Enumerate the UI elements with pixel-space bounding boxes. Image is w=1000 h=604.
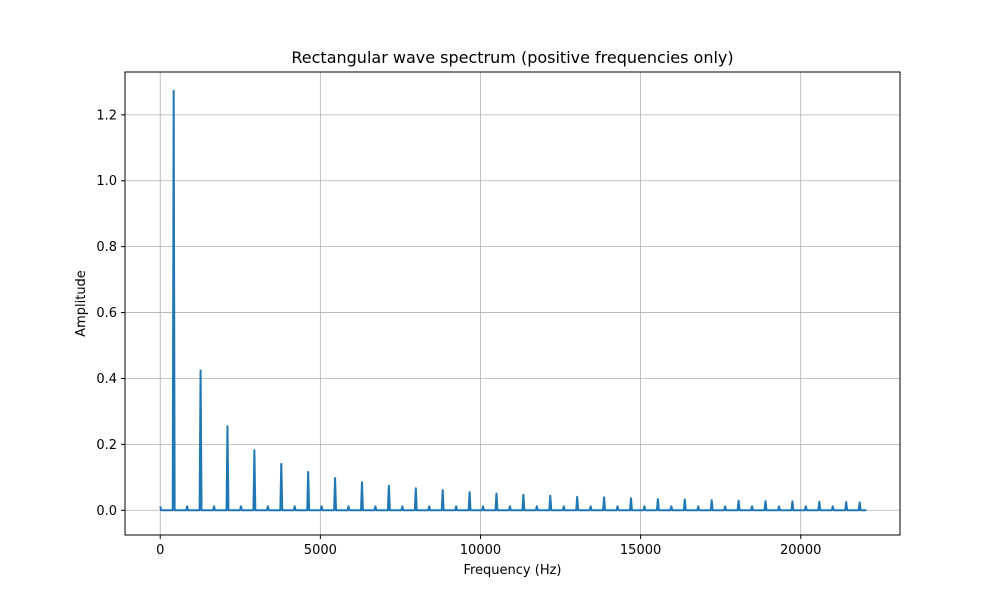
x-tick-label: 15000 bbox=[620, 543, 661, 558]
y-tick-label: 0.0 bbox=[96, 504, 117, 519]
y-tick-label: 0.4 bbox=[96, 372, 117, 387]
spectrum-plot bbox=[159, 89, 867, 512]
y-tick-label: 0.6 bbox=[96, 306, 117, 321]
y-tick-label: 1.2 bbox=[96, 108, 117, 123]
y-axis-label: Amplitude bbox=[74, 270, 89, 337]
x-tick-label: 10000 bbox=[460, 543, 501, 558]
grid-lines bbox=[125, 72, 900, 535]
y-tick-label: 1.0 bbox=[96, 174, 117, 189]
axes-frame bbox=[124, 71, 901, 536]
y-tick-label: 0.8 bbox=[96, 240, 117, 255]
y-tick-label: 0.2 bbox=[96, 438, 117, 453]
x-tick-label: 5000 bbox=[304, 543, 337, 558]
chart-title: Rectangular wave spectrum (positive freq… bbox=[291, 48, 733, 67]
x-axis-label: Frequency (Hz) bbox=[463, 563, 561, 578]
x-tick-label: 20000 bbox=[780, 543, 821, 558]
axis-ticks: 0 5000 10000 15000 20000 0.0 0.2 0.4 0.6 0.8 1.0 1.… bbox=[96, 108, 821, 558]
x-tick-label: 0 bbox=[156, 543, 164, 558]
spectrum-line bbox=[159, 89, 867, 512]
